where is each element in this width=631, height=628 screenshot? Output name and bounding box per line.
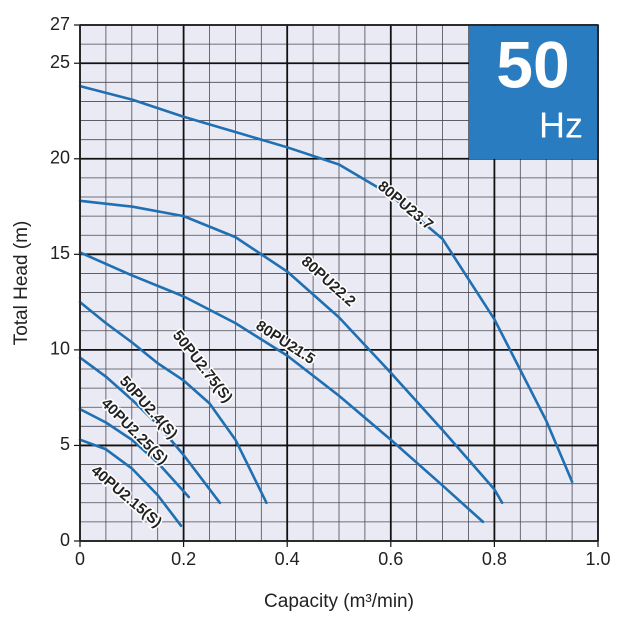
- y-tick-label: 0: [60, 530, 70, 550]
- y-tick-label: 27: [50, 14, 70, 34]
- x-tick-label: 0.8: [482, 549, 507, 569]
- pump-curve: [78, 300, 268, 505]
- pump-curve: [78, 438, 183, 528]
- x-tick-label: 0.2: [171, 549, 196, 569]
- pump-curve: [78, 199, 504, 505]
- y-tick-label: 20: [50, 148, 70, 168]
- pump-curve: [78, 356, 222, 505]
- badge-unit: Hz: [539, 105, 583, 146]
- frequency-badge: [469, 26, 597, 159]
- y-axis-title: Total Head (m): [11, 221, 32, 346]
- y-tick-label: 15: [50, 243, 70, 263]
- x-tick-label: 0: [75, 549, 85, 569]
- x-tick-label: 0.4: [275, 549, 300, 569]
- x-tick-label: 1.0: [585, 549, 610, 569]
- pump-curve: [78, 84, 574, 484]
- y-tick-label: 5: [60, 434, 70, 454]
- badge-number: 50: [496, 27, 569, 101]
- x-tick-label: 0.6: [378, 549, 403, 569]
- pump-curve: [78, 251, 485, 524]
- plot-frame: [79, 24, 599, 542]
- y-tick-label: 10: [50, 339, 70, 359]
- x-axis-title: Capacity (m³/min): [264, 591, 414, 612]
- y-tick-label: 25: [50, 52, 70, 72]
- pump-curve: [78, 407, 191, 499]
